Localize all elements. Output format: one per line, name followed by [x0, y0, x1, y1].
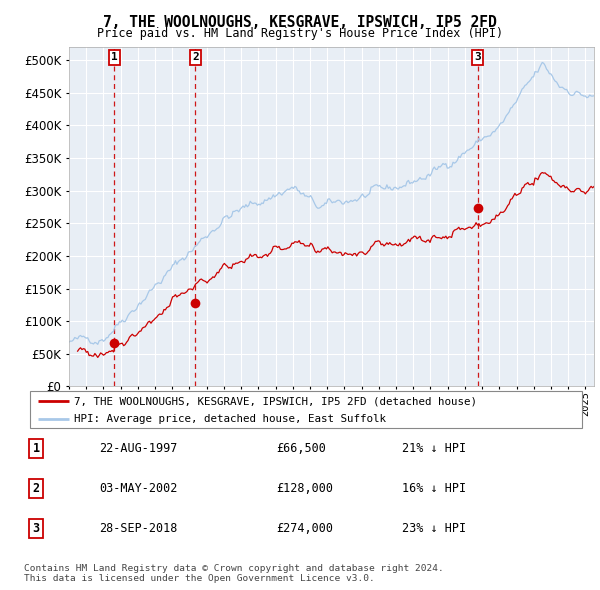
Text: 1: 1	[32, 442, 40, 455]
Text: 7, THE WOOLNOUGHS, KESGRAVE, IPSWICH, IP5 2FD (detached house): 7, THE WOOLNOUGHS, KESGRAVE, IPSWICH, IP…	[74, 396, 477, 407]
Text: £66,500: £66,500	[276, 442, 326, 455]
Text: 2: 2	[192, 53, 199, 63]
Text: 21% ↓ HPI: 21% ↓ HPI	[402, 442, 466, 455]
Text: Contains HM Land Registry data © Crown copyright and database right 2024.
This d: Contains HM Land Registry data © Crown c…	[24, 563, 444, 583]
Text: 2: 2	[32, 482, 40, 495]
Text: 16% ↓ HPI: 16% ↓ HPI	[402, 482, 466, 495]
Text: £128,000: £128,000	[276, 482, 333, 495]
Text: HPI: Average price, detached house, East Suffolk: HPI: Average price, detached house, East…	[74, 414, 386, 424]
Text: £274,000: £274,000	[276, 522, 333, 535]
Text: 03-MAY-2002: 03-MAY-2002	[99, 482, 178, 495]
Text: 23% ↓ HPI: 23% ↓ HPI	[402, 522, 466, 535]
Text: 28-SEP-2018: 28-SEP-2018	[99, 522, 178, 535]
Text: 22-AUG-1997: 22-AUG-1997	[99, 442, 178, 455]
Text: 3: 3	[32, 522, 40, 535]
Text: 3: 3	[474, 53, 481, 63]
Text: 7, THE WOOLNOUGHS, KESGRAVE, IPSWICH, IP5 2FD: 7, THE WOOLNOUGHS, KESGRAVE, IPSWICH, IP…	[103, 15, 497, 30]
Text: Price paid vs. HM Land Registry's House Price Index (HPI): Price paid vs. HM Land Registry's House …	[97, 27, 503, 40]
Text: 1: 1	[111, 53, 118, 63]
